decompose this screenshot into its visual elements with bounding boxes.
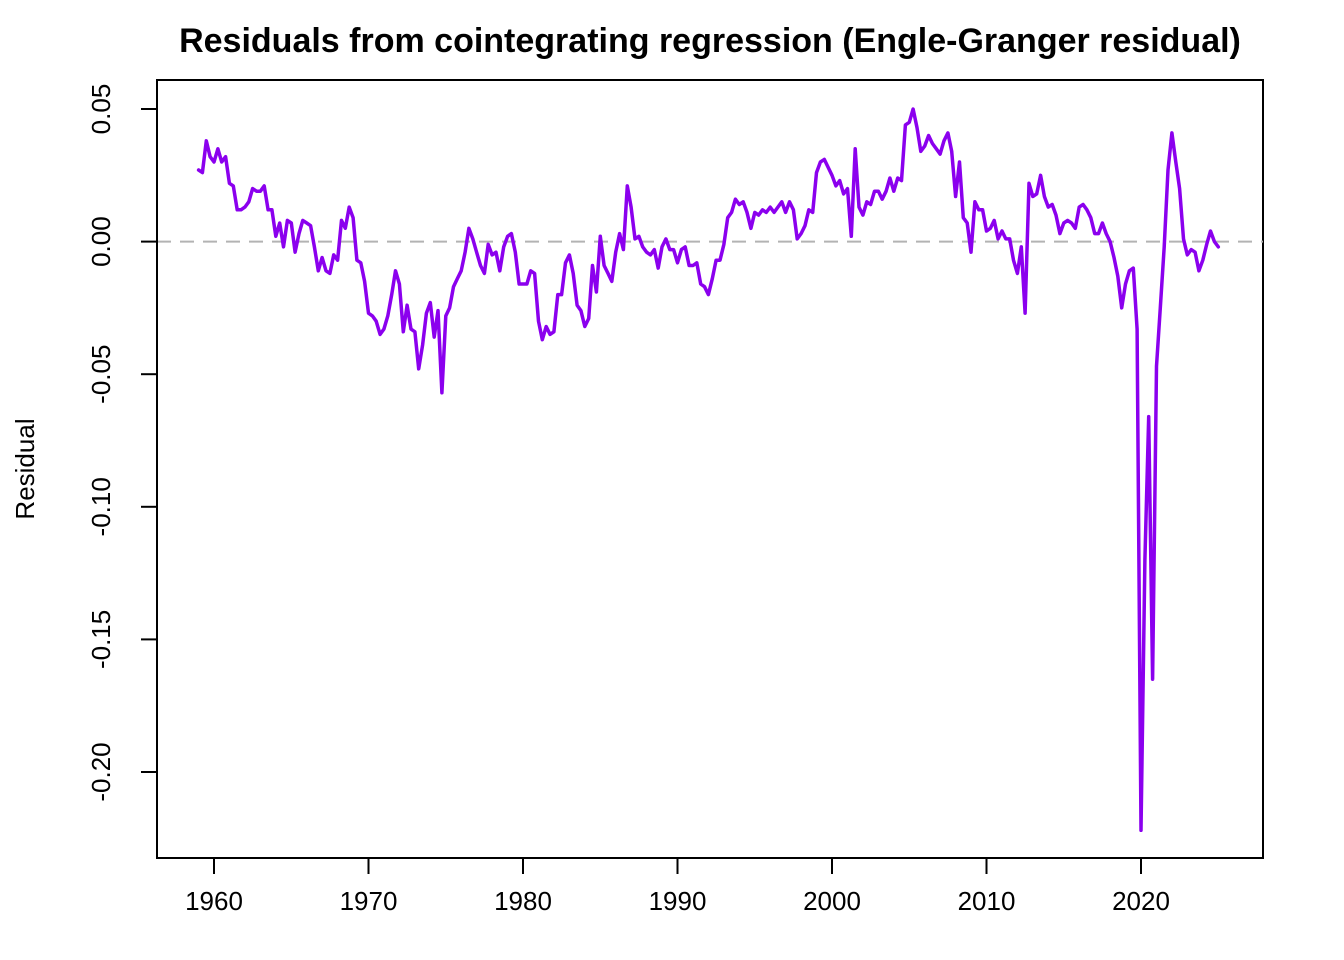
residual-series-line [196,107,1221,833]
y-axis: 0.05 0.00 -0.05 -0.10 -0.15 -0.20 [86,84,158,802]
y-tick-label: -0.10 [86,477,116,536]
y-tick-label: -0.15 [86,610,116,669]
plot-frame [156,79,1264,859]
x-tick-label: 1970 [340,886,398,916]
x-tick-label: 1960 [185,886,243,916]
y-tick-label: -0.20 [86,742,116,801]
x-tick-label: 1980 [494,886,552,916]
x-axis: 1960 1970 1980 1990 2000 2010 2020 [185,857,1170,916]
y-axis-label: Residual [10,418,40,519]
x-tick-label: 2000 [803,886,861,916]
y-tick-label: 0.05 [86,84,116,135]
y-tick-label: -0.05 [86,345,116,404]
x-tick-label: 2010 [958,886,1016,916]
x-tick-label: 2020 [1112,886,1170,916]
chart-title: Residuals from cointegrating regression … [179,22,1241,60]
y-tick-label: 0.00 [86,216,116,267]
x-tick-label: 1990 [649,886,707,916]
